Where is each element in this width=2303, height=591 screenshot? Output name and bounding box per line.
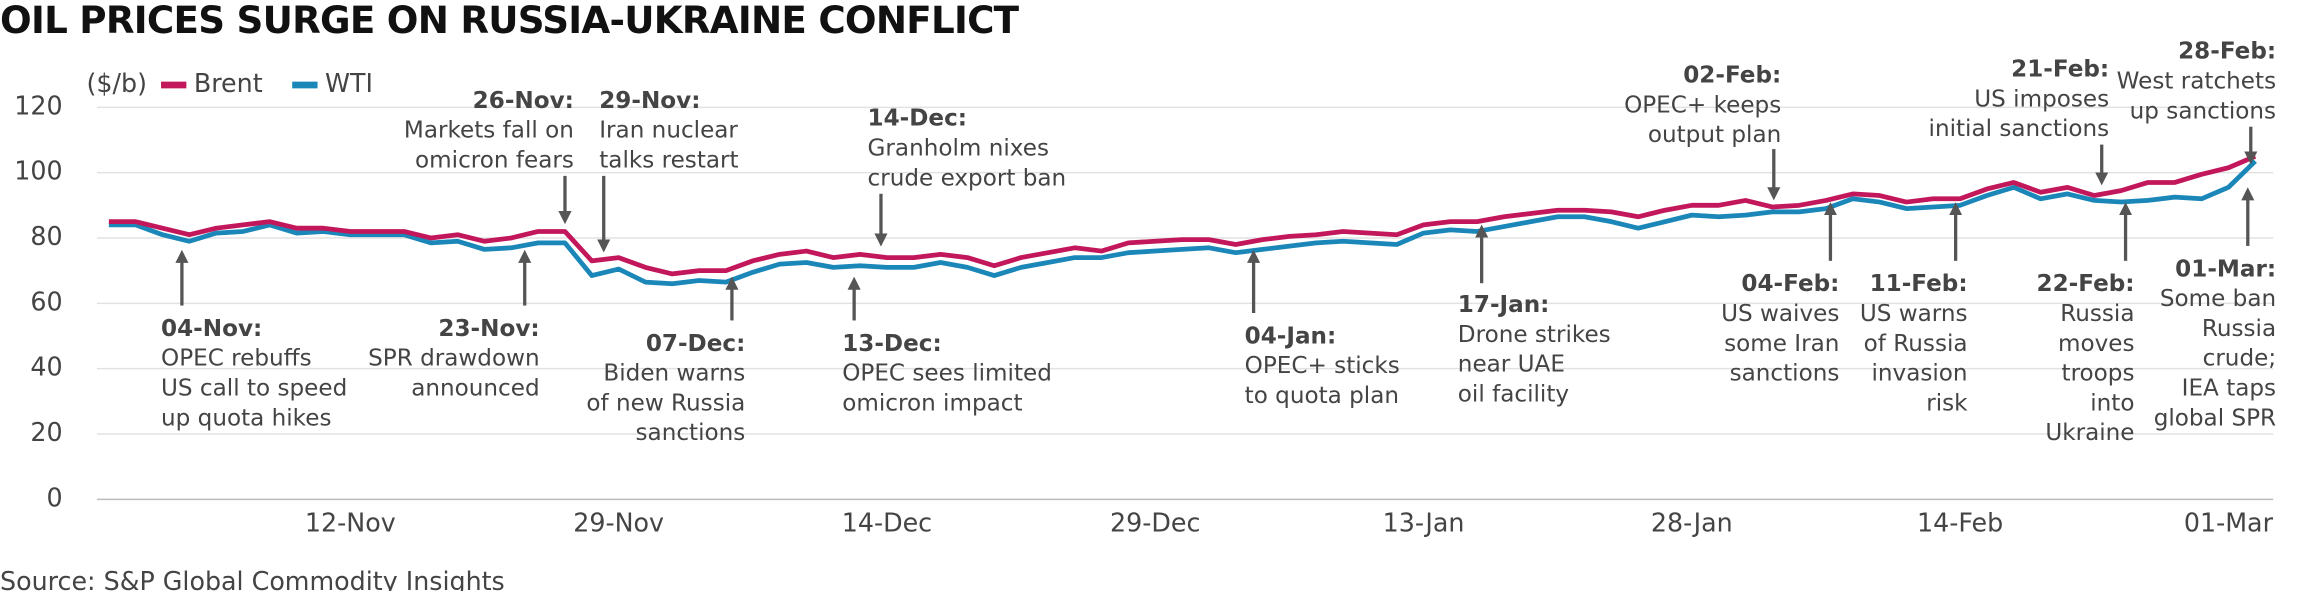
annotation-text: OPEC+ keeps xyxy=(1624,92,1781,118)
annotation-text: output plan xyxy=(1648,122,1781,148)
annotation-text: moves xyxy=(2058,331,2135,357)
annotation-date: 04-Jan: xyxy=(1245,323,1337,349)
annotation-text: US call to speed xyxy=(161,376,347,402)
source: Source: S&P Global Commodity Insights xyxy=(0,566,505,591)
annotation-date: 11-Feb: xyxy=(1870,271,1968,297)
annotation-text: Biden warns xyxy=(603,361,745,387)
annotation-text: Drone strikes xyxy=(1458,322,1611,348)
annotation-date: 29-Nov: xyxy=(599,88,700,114)
annotation-text: Markets fall on xyxy=(404,118,574,144)
annotation-date: 26-Nov: xyxy=(473,88,574,114)
annotation-text: to quota plan xyxy=(1245,383,1399,409)
annotation-text: Some ban xyxy=(2160,286,2276,312)
unit-label: ($/b) xyxy=(87,68,147,98)
y-tick-label: 120 xyxy=(14,90,62,120)
annotation-text: crude export ban xyxy=(868,165,1067,191)
annotation-text: US waives xyxy=(1721,301,1839,327)
annotation-text: SPR drawdown xyxy=(368,346,539,372)
annotation-text: into xyxy=(2090,390,2134,416)
annotation-text: Ukraine xyxy=(2045,420,2134,446)
annotation-text: up sanctions xyxy=(2130,98,2276,124)
annotation-text: OPEC rebuffs xyxy=(161,346,312,372)
annotation-text: US warns xyxy=(1860,301,1968,327)
x-tick-label: 14-Dec xyxy=(842,508,932,538)
annotation-text: Russia xyxy=(2202,316,2276,342)
annotation-text: some Iran xyxy=(1724,331,1839,357)
annotation-text: of Russia xyxy=(1864,331,1968,357)
annotation-date: 13-Dec: xyxy=(842,331,941,357)
series-line xyxy=(108,154,2257,277)
annotation-text: talks restart xyxy=(599,147,738,173)
x-tick-label: 12-Nov xyxy=(305,508,396,538)
annotation-date: 01-Mar: xyxy=(2175,256,2276,282)
annotation-text: sanctions xyxy=(636,420,746,446)
y-tick-label: 100 xyxy=(14,156,62,186)
annotation-date: 17-Jan: xyxy=(1458,292,1550,318)
annotation-text: omicron impact xyxy=(842,390,1022,416)
annotation-text: initial sanctions xyxy=(1929,116,2110,142)
annotation-text: global SPR xyxy=(2154,405,2276,431)
legend-label: Brent xyxy=(194,68,263,98)
annotation-text: Granholm nixes xyxy=(868,136,1049,162)
annotation-date: 04-Feb: xyxy=(1741,271,1839,297)
x-tick-label: 29-Nov xyxy=(573,508,664,538)
annotation-text: troops xyxy=(2062,361,2135,387)
annotation-date: 02-Feb: xyxy=(1683,63,1781,89)
y-tick-label: 0 xyxy=(47,482,63,512)
annotation-text: Russia xyxy=(2060,301,2134,327)
annotation-text: West ratchets xyxy=(2117,68,2276,94)
chart-title: OIL PRICES SURGE ON RUSSIA-UKRAINE CONFL… xyxy=(0,0,1020,42)
y-tick-label: 20 xyxy=(30,417,62,447)
annotation-text: near UAE xyxy=(1458,352,1565,378)
annotation-text: of new Russia xyxy=(586,390,745,416)
annotation-text: IEA taps xyxy=(2182,376,2276,402)
annotation-text: risk xyxy=(1926,390,1968,416)
annotation-text: crude; xyxy=(2203,346,2276,372)
annotation-text: oil facility xyxy=(1458,381,1569,407)
annotation-date: 28-Feb: xyxy=(2178,39,2276,65)
annotation-text: US imposes xyxy=(1974,86,2109,112)
x-tick-label: 29-Dec xyxy=(1110,508,1200,538)
annotation-text: up quota hikes xyxy=(161,405,331,431)
annotation-date: 04-Nov: xyxy=(161,316,262,342)
annotation-text: OPEC sees limited xyxy=(842,361,1052,387)
x-tick-label: 13-Jan xyxy=(1383,508,1465,538)
x-tick-label: 01-Mar xyxy=(2184,508,2274,538)
annotation-date: 23-Nov: xyxy=(438,316,539,342)
x-tick-label: 14-Feb xyxy=(1917,508,2003,538)
annotation-date: 07-Dec: xyxy=(646,331,745,357)
legend-label: WTI xyxy=(325,68,373,98)
y-tick-label: 60 xyxy=(30,286,62,316)
x-tick-label: 28-Jan xyxy=(1651,508,1733,538)
annotation-text: sanctions xyxy=(1730,361,1840,387)
annotation-text: announced xyxy=(411,376,539,402)
y-tick-label: 40 xyxy=(30,352,62,382)
annotation-text: omicron fears xyxy=(415,147,574,173)
annotation-text: OPEC+ sticks xyxy=(1245,353,1400,379)
annotation-date: 21-Feb: xyxy=(2011,57,2109,83)
series-line xyxy=(108,159,2257,287)
y-tick-label: 80 xyxy=(30,221,62,251)
annotation-date: 22-Feb: xyxy=(2037,271,2135,297)
annotation-date: 14-Dec: xyxy=(868,106,967,132)
annotation-text: Iran nuclear xyxy=(599,118,738,144)
annotation-text: invasion xyxy=(1871,361,1967,387)
